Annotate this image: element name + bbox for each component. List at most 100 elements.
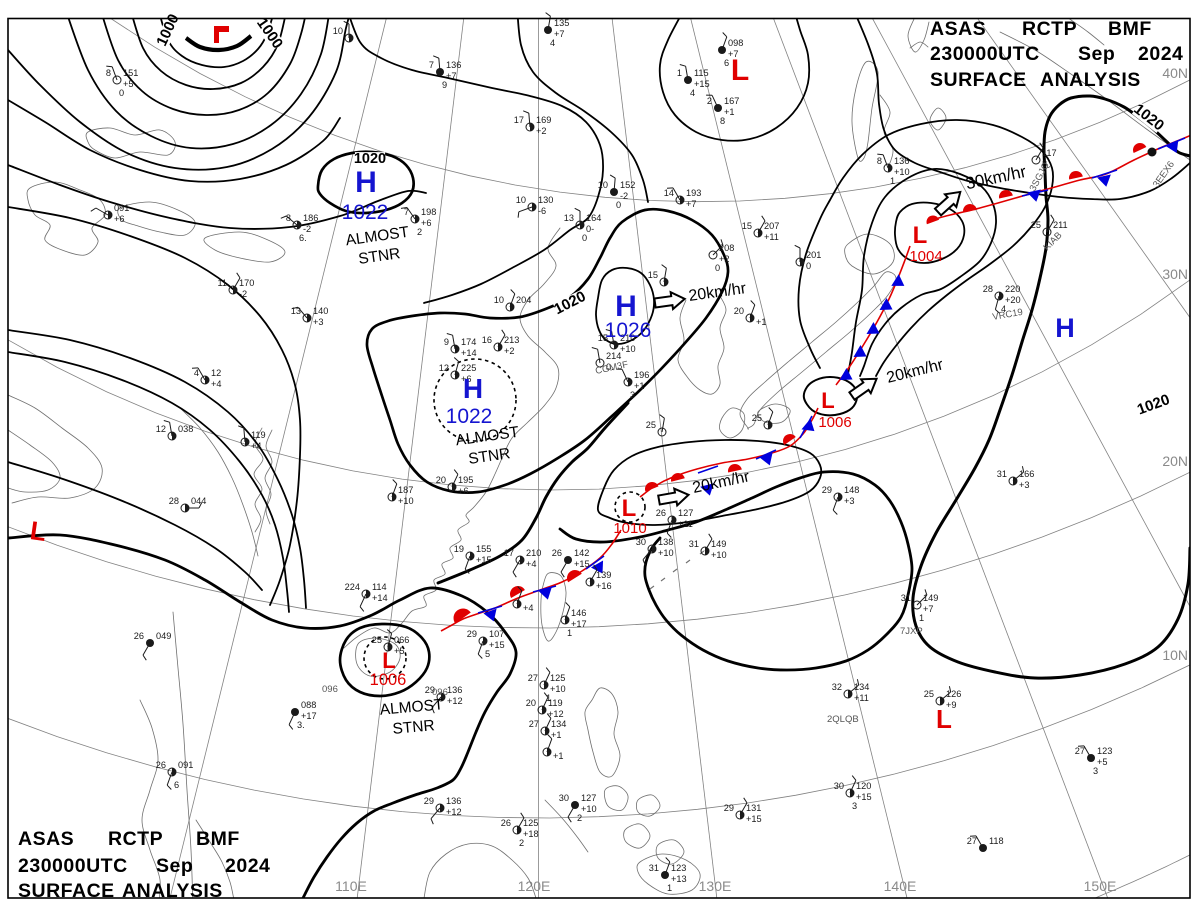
svg-text:+7: +7 bbox=[554, 29, 564, 39]
svg-text:26: 26 bbox=[552, 548, 562, 558]
svg-text:L: L bbox=[28, 515, 48, 547]
svg-text:+14: +14 bbox=[461, 348, 477, 358]
svg-text:12: 12 bbox=[211, 368, 221, 378]
svg-text:SURFACE: SURFACE bbox=[18, 880, 115, 902]
svg-text:15: 15 bbox=[648, 270, 658, 280]
svg-text:2: 2 bbox=[417, 227, 422, 237]
svg-text:195: 195 bbox=[458, 475, 473, 485]
svg-text:0: 0 bbox=[616, 200, 621, 210]
svg-text:15: 15 bbox=[598, 333, 608, 343]
svg-text:19: 19 bbox=[454, 544, 464, 554]
svg-text:+15: +15 bbox=[746, 814, 762, 824]
svg-text:+17: +17 bbox=[571, 619, 587, 629]
svg-text:2024: 2024 bbox=[1138, 43, 1183, 65]
svg-text:10: 10 bbox=[598, 180, 608, 190]
svg-text:130: 130 bbox=[538, 195, 553, 205]
svg-text:L: L bbox=[936, 704, 952, 734]
svg-text:2QLQB: 2QLQB bbox=[827, 714, 859, 725]
svg-text:138: 138 bbox=[658, 537, 673, 547]
svg-text:-2: -2 bbox=[620, 191, 628, 201]
svg-text:120: 120 bbox=[856, 781, 871, 791]
svg-text:210: 210 bbox=[620, 333, 635, 343]
svg-text:096: 096 bbox=[432, 687, 448, 698]
svg-text:0.: 0. bbox=[606, 362, 614, 372]
svg-text:+10: +10 bbox=[581, 804, 597, 814]
svg-text:1: 1 bbox=[919, 613, 924, 623]
svg-text:126: 126 bbox=[946, 689, 961, 699]
svg-text:3: 3 bbox=[852, 801, 857, 811]
svg-text:-2: -2 bbox=[303, 224, 311, 234]
svg-text:091: 091 bbox=[178, 760, 193, 770]
svg-text:+1: +1 bbox=[634, 381, 644, 391]
svg-text:151: 151 bbox=[123, 68, 138, 78]
svg-text:152: 152 bbox=[620, 180, 635, 190]
svg-text:25: 25 bbox=[752, 413, 762, 423]
svg-text:25: 25 bbox=[646, 420, 656, 430]
svg-text:+10: +10 bbox=[398, 496, 414, 506]
svg-text:+7: +7 bbox=[728, 49, 738, 59]
svg-text:149: 149 bbox=[923, 593, 938, 603]
svg-text:1: 1 bbox=[890, 176, 895, 186]
svg-text:15: 15 bbox=[742, 221, 752, 231]
svg-text:+3: +3 bbox=[844, 496, 854, 506]
svg-text:+4: +4 bbox=[526, 559, 536, 569]
svg-text:135: 135 bbox=[554, 18, 569, 28]
svg-text:STNR: STNR bbox=[357, 245, 401, 268]
svg-text:H: H bbox=[1055, 313, 1075, 343]
svg-text:125: 125 bbox=[550, 673, 565, 683]
svg-text:0: 0 bbox=[119, 88, 124, 98]
svg-text:6: 6 bbox=[174, 780, 179, 790]
svg-text:25: 25 bbox=[924, 689, 934, 699]
svg-text:40N: 40N bbox=[1162, 65, 1188, 81]
svg-text:7: 7 bbox=[429, 60, 434, 70]
svg-text:198: 198 bbox=[421, 207, 436, 217]
svg-text:131: 131 bbox=[746, 803, 761, 813]
svg-text:136: 136 bbox=[894, 156, 909, 166]
svg-text:3.: 3. bbox=[297, 720, 305, 730]
svg-text:+10: +10 bbox=[711, 550, 727, 560]
svg-text:201: 201 bbox=[806, 250, 821, 260]
svg-text:148: 148 bbox=[844, 485, 859, 495]
svg-text:149: 149 bbox=[711, 539, 726, 549]
svg-text:4: 4 bbox=[550, 38, 555, 48]
svg-text:115: 115 bbox=[694, 68, 709, 78]
svg-text:4: 4 bbox=[1001, 304, 1006, 314]
svg-text:10N: 10N bbox=[1162, 647, 1188, 663]
svg-text:+11: +11 bbox=[854, 693, 869, 703]
svg-text:30: 30 bbox=[559, 793, 569, 803]
svg-text:+1: +1 bbox=[756, 317, 766, 327]
svg-text:110E: 110E bbox=[335, 878, 367, 894]
svg-text:L: L bbox=[821, 388, 834, 413]
svg-text:+15: +15 bbox=[476, 555, 492, 565]
svg-text:+17: +17 bbox=[301, 711, 317, 721]
svg-text:193: 193 bbox=[686, 188, 701, 198]
svg-text:+15: +15 bbox=[489, 640, 505, 650]
svg-text:+2: +2 bbox=[504, 346, 514, 356]
svg-text:+7: +7 bbox=[686, 199, 696, 209]
svg-text:1010: 1010 bbox=[613, 520, 646, 537]
svg-text:4: 4 bbox=[690, 88, 695, 98]
svg-text:29: 29 bbox=[724, 803, 734, 813]
svg-text:136: 136 bbox=[447, 685, 462, 695]
svg-text:170: 170 bbox=[239, 278, 254, 288]
svg-text:187: 187 bbox=[398, 485, 413, 495]
svg-text:+6: +6 bbox=[461, 374, 471, 384]
svg-text:31: 31 bbox=[997, 469, 1007, 479]
svg-text:17: 17 bbox=[514, 115, 524, 125]
svg-text:4: 4 bbox=[194, 368, 199, 378]
svg-text:ALMOST: ALMOST bbox=[379, 696, 445, 719]
svg-text:27: 27 bbox=[529, 719, 539, 729]
svg-text:+12: +12 bbox=[446, 807, 462, 817]
svg-text:150E: 150E bbox=[1084, 878, 1117, 894]
svg-text:ANALYSIS: ANALYSIS bbox=[1040, 69, 1141, 91]
svg-text:STNR: STNR bbox=[467, 445, 511, 468]
svg-text:2: 2 bbox=[707, 96, 712, 106]
svg-text:1: 1 bbox=[567, 628, 572, 638]
svg-text:+12: +12 bbox=[447, 696, 463, 706]
svg-text:+16: +16 bbox=[596, 581, 612, 591]
svg-text:208: 208 bbox=[719, 243, 734, 253]
svg-text:119: 119 bbox=[548, 698, 563, 708]
svg-text:096: 096 bbox=[322, 684, 338, 695]
svg-text:214: 214 bbox=[606, 351, 621, 361]
svg-text:H: H bbox=[355, 166, 377, 199]
